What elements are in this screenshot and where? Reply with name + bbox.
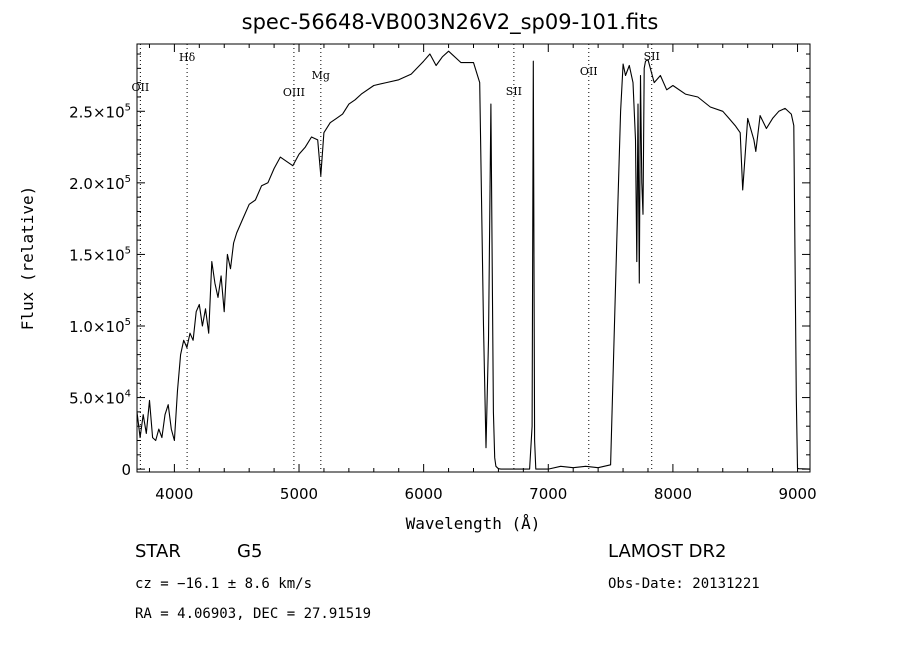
y-tick-label-1: 5.0×104 [69, 389, 131, 408]
x-tick-label-1: 5000 [280, 485, 318, 503]
y-tick-label-3: 1.5×105 [69, 245, 131, 264]
chart-title: spec-56648-VB003N26V2_sp09-101.fits [241, 10, 659, 34]
object-class: STAR [135, 541, 181, 562]
x-tick-label-4: 8000 [654, 485, 692, 503]
survey-name: LAMOST DR2 [608, 541, 727, 562]
x-axis: 4000 5000 6000 7000 8000 9000 [148, 44, 817, 503]
coordinates-line: RA = 4.06903, DEC = 27.91519 [135, 606, 372, 622]
x-tick-label-5: 9000 [778, 485, 816, 503]
x-tick-label-3: 7000 [529, 485, 567, 503]
plot-frame [136, 43, 811, 473]
y-tick-label-4: 2.0×105 [69, 174, 131, 193]
marker-label-2: OIII [283, 86, 305, 99]
x-tick-label-0: 4000 [155, 485, 193, 503]
y-tick-label-0: 0 [121, 461, 131, 479]
subclass: G5 [237, 541, 263, 562]
velocity-line: cz = −16.1 ± 8.6 km/s [135, 576, 313, 592]
marker-label-1: Hδ [179, 51, 196, 64]
marker-label-3: Mg [312, 69, 330, 82]
marker-label-4: SII [506, 85, 522, 98]
y-tick-label-2: 1.0×105 [69, 317, 131, 336]
obs-date: Obs-Date: 20131221 [608, 576, 760, 592]
x-tick-label-2: 6000 [405, 485, 443, 503]
x-axis-label: Wavelength (Å) [406, 514, 541, 533]
marker-label-5: OII [580, 65, 598, 78]
y-axis-label: Flux (relative) [18, 186, 37, 331]
spectrum-series-line [136, 50, 811, 470]
y-tick-label-5: 2.5×105 [69, 102, 131, 121]
y-axis: 0 5.0×104 1.0×105 1.5×105 2.0×105 2.5×105 [69, 53, 810, 479]
marker-label-0: OII [132, 81, 150, 94]
